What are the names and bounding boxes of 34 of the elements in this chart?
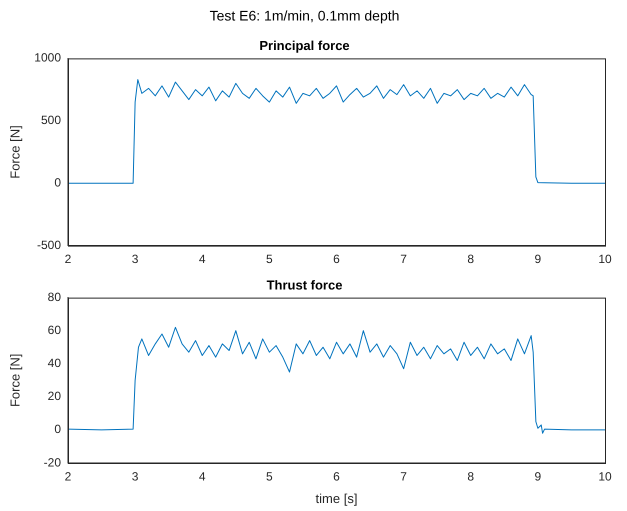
y-tick-label: 20 (48, 389, 62, 404)
x-tick-label: 10 (598, 470, 612, 484)
x-tick-label: 7 (400, 252, 408, 266)
chart-title: Thrust force (266, 277, 342, 292)
x-tick-label: 2 (64, 470, 72, 484)
y-tick-label: 80 (48, 290, 62, 304)
x-tick-label: 5 (266, 470, 274, 484)
x-tick-label: 6 (333, 252, 340, 266)
y-axis-title: Force [N] (7, 354, 22, 408)
x-tick-label: 8 (467, 470, 474, 484)
x-tick-label: 3 (132, 252, 139, 266)
x-tick-label: 4 (198, 470, 206, 484)
x-tick-label: 7 (400, 470, 408, 484)
y-tick-label: -20 (44, 455, 62, 470)
x-tick-label: 9 (534, 470, 542, 484)
y-tick-label: 1000 (34, 50, 62, 65)
x-axis-title: time [s] (316, 490, 358, 506)
y-tick-label: 0 (54, 422, 62, 436)
x-tick-label: 4 (198, 252, 206, 266)
y-tick-label: 60 (48, 322, 62, 337)
x-tick-label: 8 (467, 252, 474, 266)
x-tick-label: 6 (333, 470, 340, 484)
x-tick-label: 5 (266, 252, 274, 266)
y-tick-label: 0 (54, 176, 62, 190)
x-tick-label: 9 (534, 252, 542, 266)
chart-subtitle: Principal force (259, 38, 350, 54)
y-tick-label: 500 (40, 113, 62, 128)
x-tick-label: 3 (132, 470, 139, 484)
chart-title: Test E6: 1m/min, 0.1mm depth (210, 7, 400, 24)
x-tick-label: 2 (64, 252, 72, 266)
y-axis-title: Force [N] (7, 125, 22, 179)
x-tick-label: 10 (598, 252, 612, 266)
y-tick-label: 40 (48, 356, 62, 370)
y-tick-label: -500 (36, 238, 62, 252)
